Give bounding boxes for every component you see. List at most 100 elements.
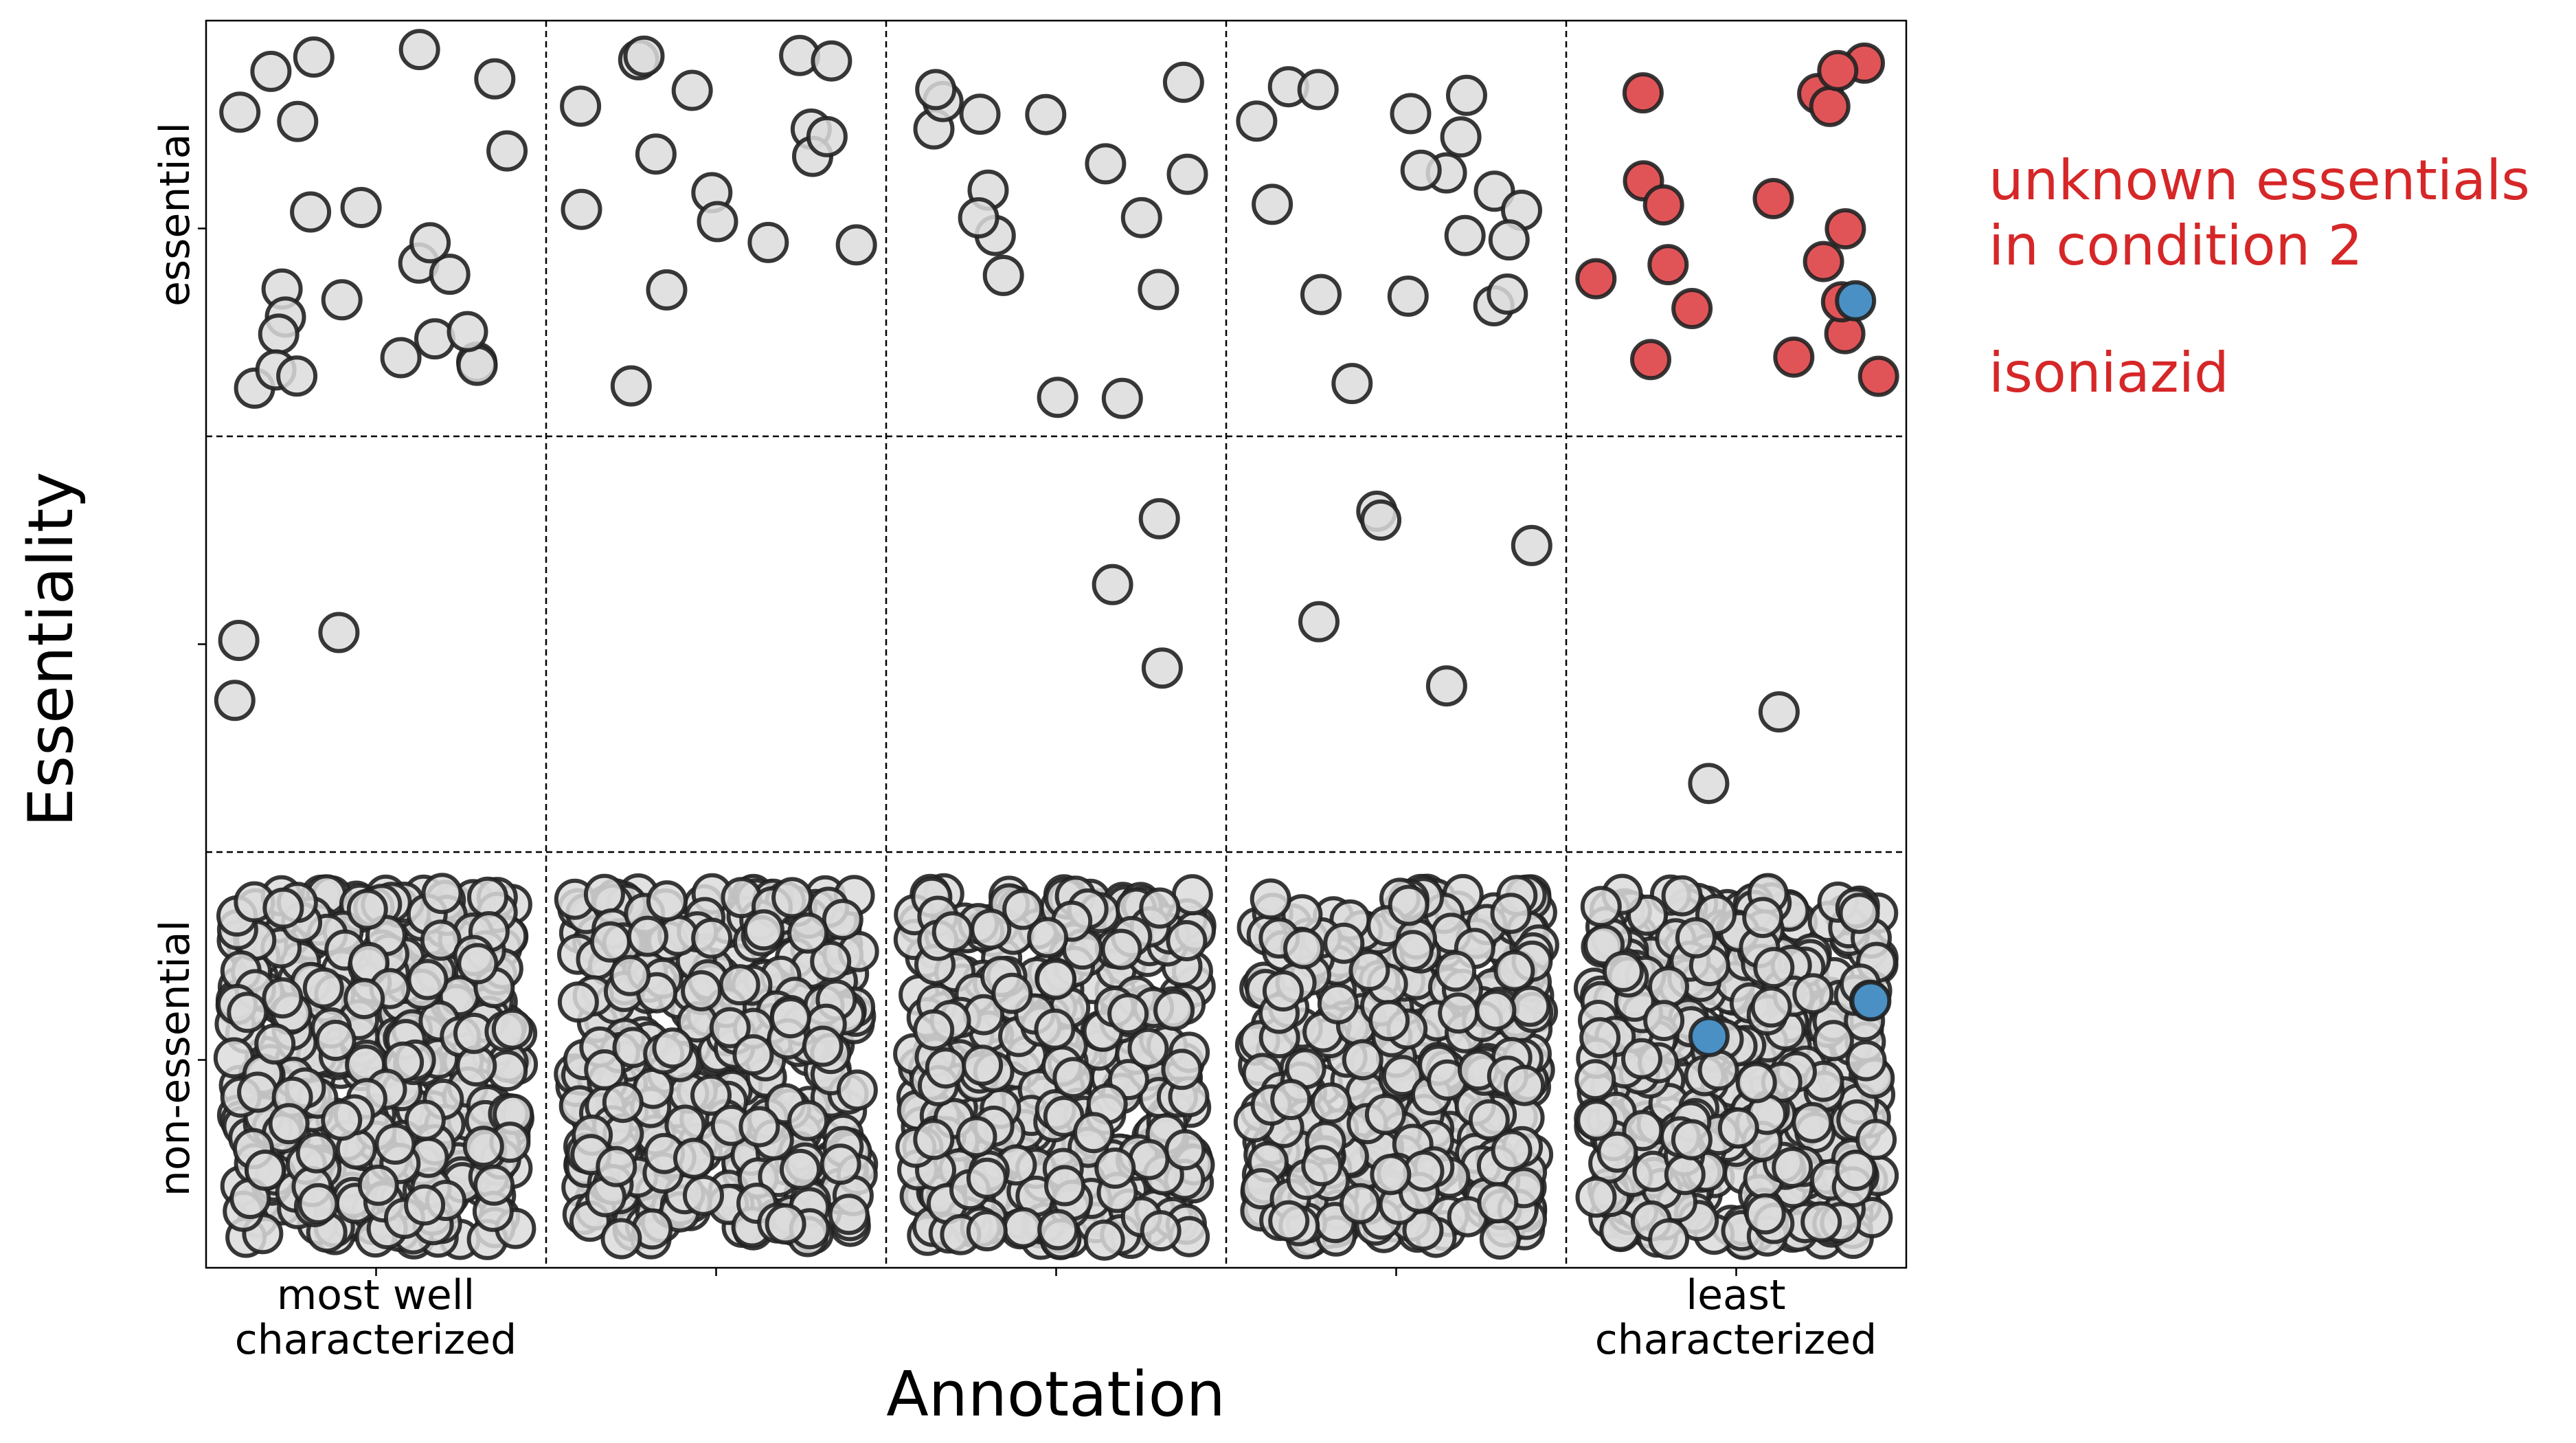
- data-point: [1758, 691, 1800, 732]
- data-point: [1504, 1064, 1546, 1106]
- data-point: [1166, 920, 1208, 961]
- data-point: [1164, 1129, 1206, 1171]
- highlight-point: [1752, 178, 1794, 219]
- data-point: [683, 1174, 724, 1216]
- data-point: [218, 620, 260, 661]
- x-tick-label-least-line1: least: [1686, 1271, 1785, 1319]
- data-point: [1035, 959, 1077, 1000]
- data-point: [747, 221, 789, 263]
- data-point: [1348, 950, 1390, 992]
- data-point: [626, 915, 668, 957]
- data-point: [1493, 950, 1535, 992]
- data-point: [609, 954, 651, 996]
- data-point: [1120, 197, 1162, 238]
- data-point: [227, 992, 269, 1033]
- data-point: [1688, 763, 1730, 805]
- data-point: [962, 1044, 1004, 1086]
- data-point: [1094, 1148, 1136, 1189]
- data-point: [691, 917, 733, 959]
- data-point: [409, 222, 451, 264]
- data-point: [560, 85, 602, 127]
- data-point: [1792, 1101, 1833, 1143]
- data-point: [1085, 143, 1127, 185]
- highlight-point: [1575, 258, 1617, 300]
- data-point: [1387, 276, 1429, 317]
- data-point: [1092, 563, 1133, 605]
- data-point: [652, 1027, 694, 1069]
- data-point: [420, 919, 462, 961]
- data-point: [1262, 970, 1304, 1011]
- data-point: [1083, 1219, 1125, 1261]
- data-point: [1845, 1040, 1887, 1082]
- data-point: [732, 1034, 774, 1076]
- data-point: [561, 188, 602, 230]
- data-point: [623, 35, 665, 77]
- annotation-unknown-essentials: unknown essentials: [1989, 148, 2530, 212]
- highlight-point: [1809, 85, 1851, 127]
- data-point: [262, 977, 304, 1019]
- data-point: [1671, 1119, 1713, 1161]
- data-point: [1792, 973, 1834, 1015]
- data-point: [1025, 93, 1067, 135]
- data-point: [709, 1007, 751, 1049]
- data-point: [1052, 1057, 1094, 1099]
- data-point: [1027, 917, 1069, 959]
- data-point: [491, 1008, 533, 1050]
- data-point: [956, 1116, 997, 1158]
- data-point: [321, 1099, 363, 1141]
- data-point: [1127, 1027, 1169, 1069]
- x-tick-label-most-well-line2: characterized: [235, 1316, 517, 1364]
- data-point: [1044, 1165, 1085, 1207]
- data-point: [1479, 1218, 1521, 1260]
- data-point: [1576, 1099, 1618, 1141]
- data-point: [769, 997, 811, 1039]
- data-point: [1477, 1182, 1519, 1224]
- highlight-point: [1773, 336, 1815, 378]
- x-tick-label-least-line2: characterized: [1595, 1316, 1877, 1364]
- data-point: [1475, 989, 1517, 1031]
- data-point: [407, 959, 449, 1000]
- data-point: [958, 197, 999, 238]
- data-point: [1742, 897, 1784, 939]
- data-point: [1444, 214, 1486, 256]
- data-point: [262, 887, 304, 929]
- data-point: [1425, 665, 1467, 707]
- y-tick-label-essential: essential: [151, 122, 199, 306]
- annotation-drug: isoniazid: [1989, 341, 2229, 405]
- data-point: [646, 880, 688, 922]
- data-point: [806, 115, 848, 157]
- data-point: [297, 1183, 339, 1224]
- data-point: [1073, 1112, 1114, 1154]
- data-point: [1772, 1147, 1814, 1188]
- data-point: [276, 355, 318, 397]
- data-point: [835, 224, 877, 266]
- data-point: [343, 978, 385, 1020]
- data-point: [237, 1071, 279, 1113]
- data-point: [966, 1210, 1008, 1252]
- data-point: [302, 967, 344, 1009]
- data-point: [697, 201, 738, 243]
- data-point: [258, 313, 300, 355]
- data-point: [602, 1082, 644, 1123]
- data-point: [915, 69, 957, 111]
- data-point: [1812, 1020, 1854, 1062]
- data-point: [931, 911, 973, 953]
- data-point: [1744, 1193, 1786, 1235]
- data-point: [1283, 928, 1324, 970]
- data-point: [1468, 1099, 1510, 1141]
- data-point: [1750, 986, 1792, 1028]
- data-point: [1648, 1218, 1690, 1260]
- data-point: [820, 1143, 861, 1185]
- data-point: [1037, 1209, 1079, 1251]
- highlight-point: [1630, 339, 1671, 381]
- data-point: [1360, 499, 1402, 541]
- x-axis-title: Annotation: [886, 1358, 1225, 1431]
- data-point: [1753, 947, 1795, 989]
- data-point: [557, 981, 599, 1023]
- data-point: [1141, 647, 1183, 689]
- y-tick-label-non-essential: non-essential: [151, 920, 199, 1196]
- data-point: [473, 1164, 515, 1206]
- data-point: [1735, 1062, 1777, 1104]
- data-point: [1661, 875, 1703, 917]
- data-point: [1621, 1038, 1662, 1080]
